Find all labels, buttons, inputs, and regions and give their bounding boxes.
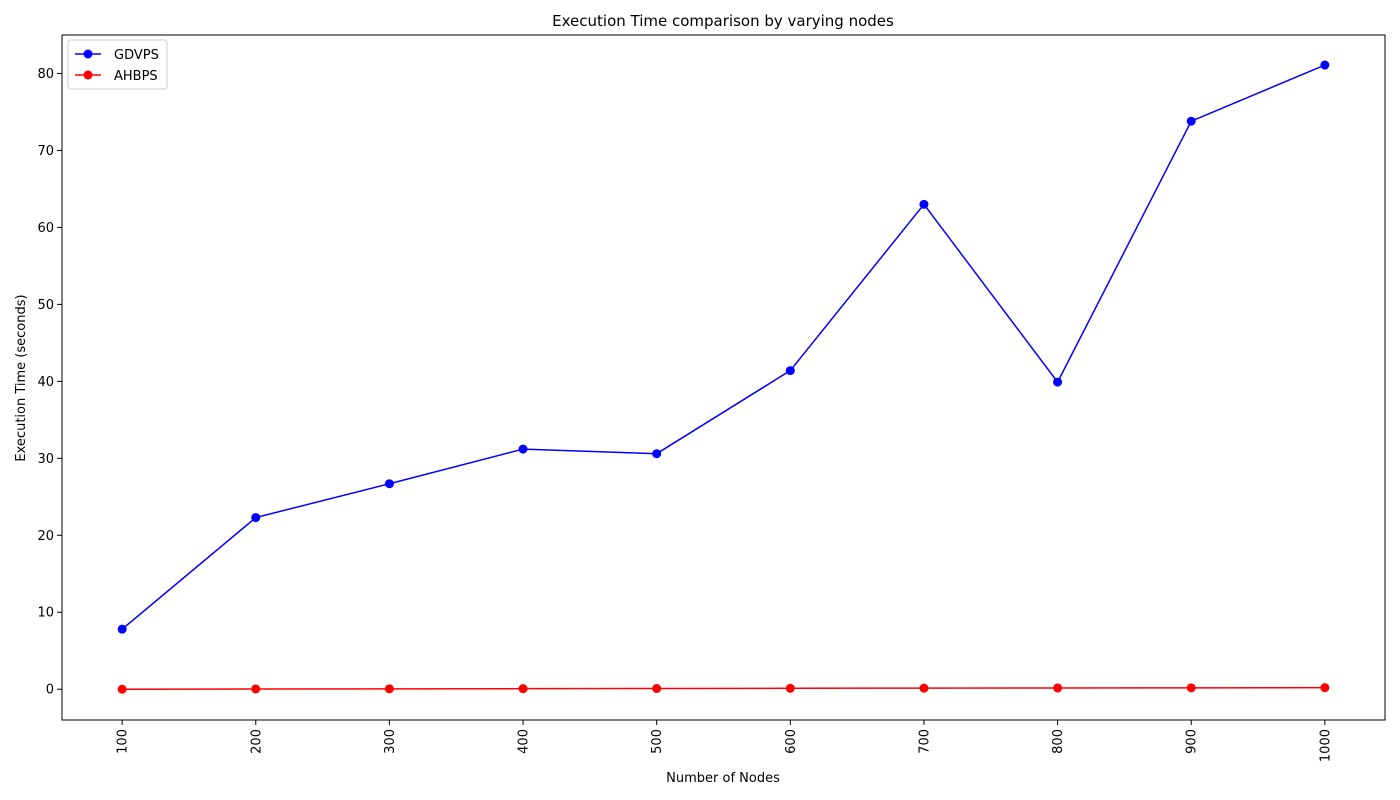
y-axis: 0 10 20 30 40 50 60 70 80: [37, 67, 62, 698]
plot-area: [61, 34, 1386, 721]
data-point-ahbps: [1320, 683, 1330, 693]
x-tick-label: 600: [784, 729, 799, 754]
data-point-ahbps: [384, 684, 394, 694]
series-gdvps: [117, 60, 1330, 634]
series-line-ahbps: [122, 686, 1325, 690]
x-tick-label: 500: [650, 729, 665, 754]
y-tick-label: 60: [37, 221, 54, 236]
data-point-ahbps: [1053, 683, 1063, 693]
x-tick-label: 1000: [1318, 729, 1333, 762]
data-point-ahbps: [652, 684, 662, 694]
data-point-gdvps: [919, 199, 929, 209]
series-line-gdvps: [121, 64, 1326, 630]
series-layer: [117, 60, 1330, 694]
x-tick-label: 300: [383, 729, 398, 754]
x-tick-label: 800: [1051, 729, 1066, 754]
chart-title: Execution Time comparison by varying nod…: [552, 12, 894, 30]
x-tick-label: 900: [1185, 729, 1200, 754]
data-point-gdvps: [1053, 377, 1063, 387]
legend-gdvps-marker: [83, 49, 93, 59]
data-point-gdvps: [384, 479, 394, 489]
y-tick-label: 80: [37, 67, 54, 82]
data-point-ahbps: [251, 684, 261, 694]
y-tick-label: 20: [37, 529, 54, 544]
legend-frame: [67, 39, 168, 90]
data-point-gdvps: [1186, 116, 1196, 126]
data-point-gdvps: [1320, 60, 1330, 70]
x-tick-label: 200: [249, 729, 264, 754]
data-point-ahbps: [919, 683, 929, 693]
x-tick-label: 100: [116, 729, 131, 754]
legend-ahbps-marker: [83, 70, 93, 80]
x-axis: 100 200 300 400 500 600 700 800 900 1000: [116, 720, 1333, 762]
data-point-gdvps: [251, 513, 261, 523]
x-tick-label: 700: [917, 729, 932, 754]
data-point-gdvps: [518, 444, 528, 454]
legend-ahbps-label: AHBPS: [114, 69, 158, 84]
y-axis-title: Execution Time (seconds): [14, 294, 29, 461]
data-point-gdvps: [652, 449, 662, 459]
x-axis-title: Number of Nodes: [666, 771, 780, 786]
legend-gdvps-label: GDVPS: [114, 48, 159, 63]
data-point-ahbps: [117, 684, 127, 694]
data-point-gdvps: [785, 366, 795, 376]
y-tick-label: 70: [37, 144, 54, 159]
y-tick-label: 10: [37, 606, 54, 621]
x-tick-label: 400: [517, 729, 532, 754]
y-tick-label: 0: [46, 683, 54, 698]
y-tick-label: 40: [37, 375, 54, 390]
y-tick-label: 50: [37, 298, 54, 313]
data-point-gdvps: [117, 624, 127, 634]
data-point-ahbps: [785, 683, 795, 693]
data-point-ahbps: [1186, 683, 1196, 693]
data-point-ahbps: [518, 684, 528, 694]
legend: GDVPS AHBPS: [67, 39, 168, 90]
y-tick-label: 30: [37, 452, 54, 467]
series-ahbps: [117, 683, 1330, 694]
